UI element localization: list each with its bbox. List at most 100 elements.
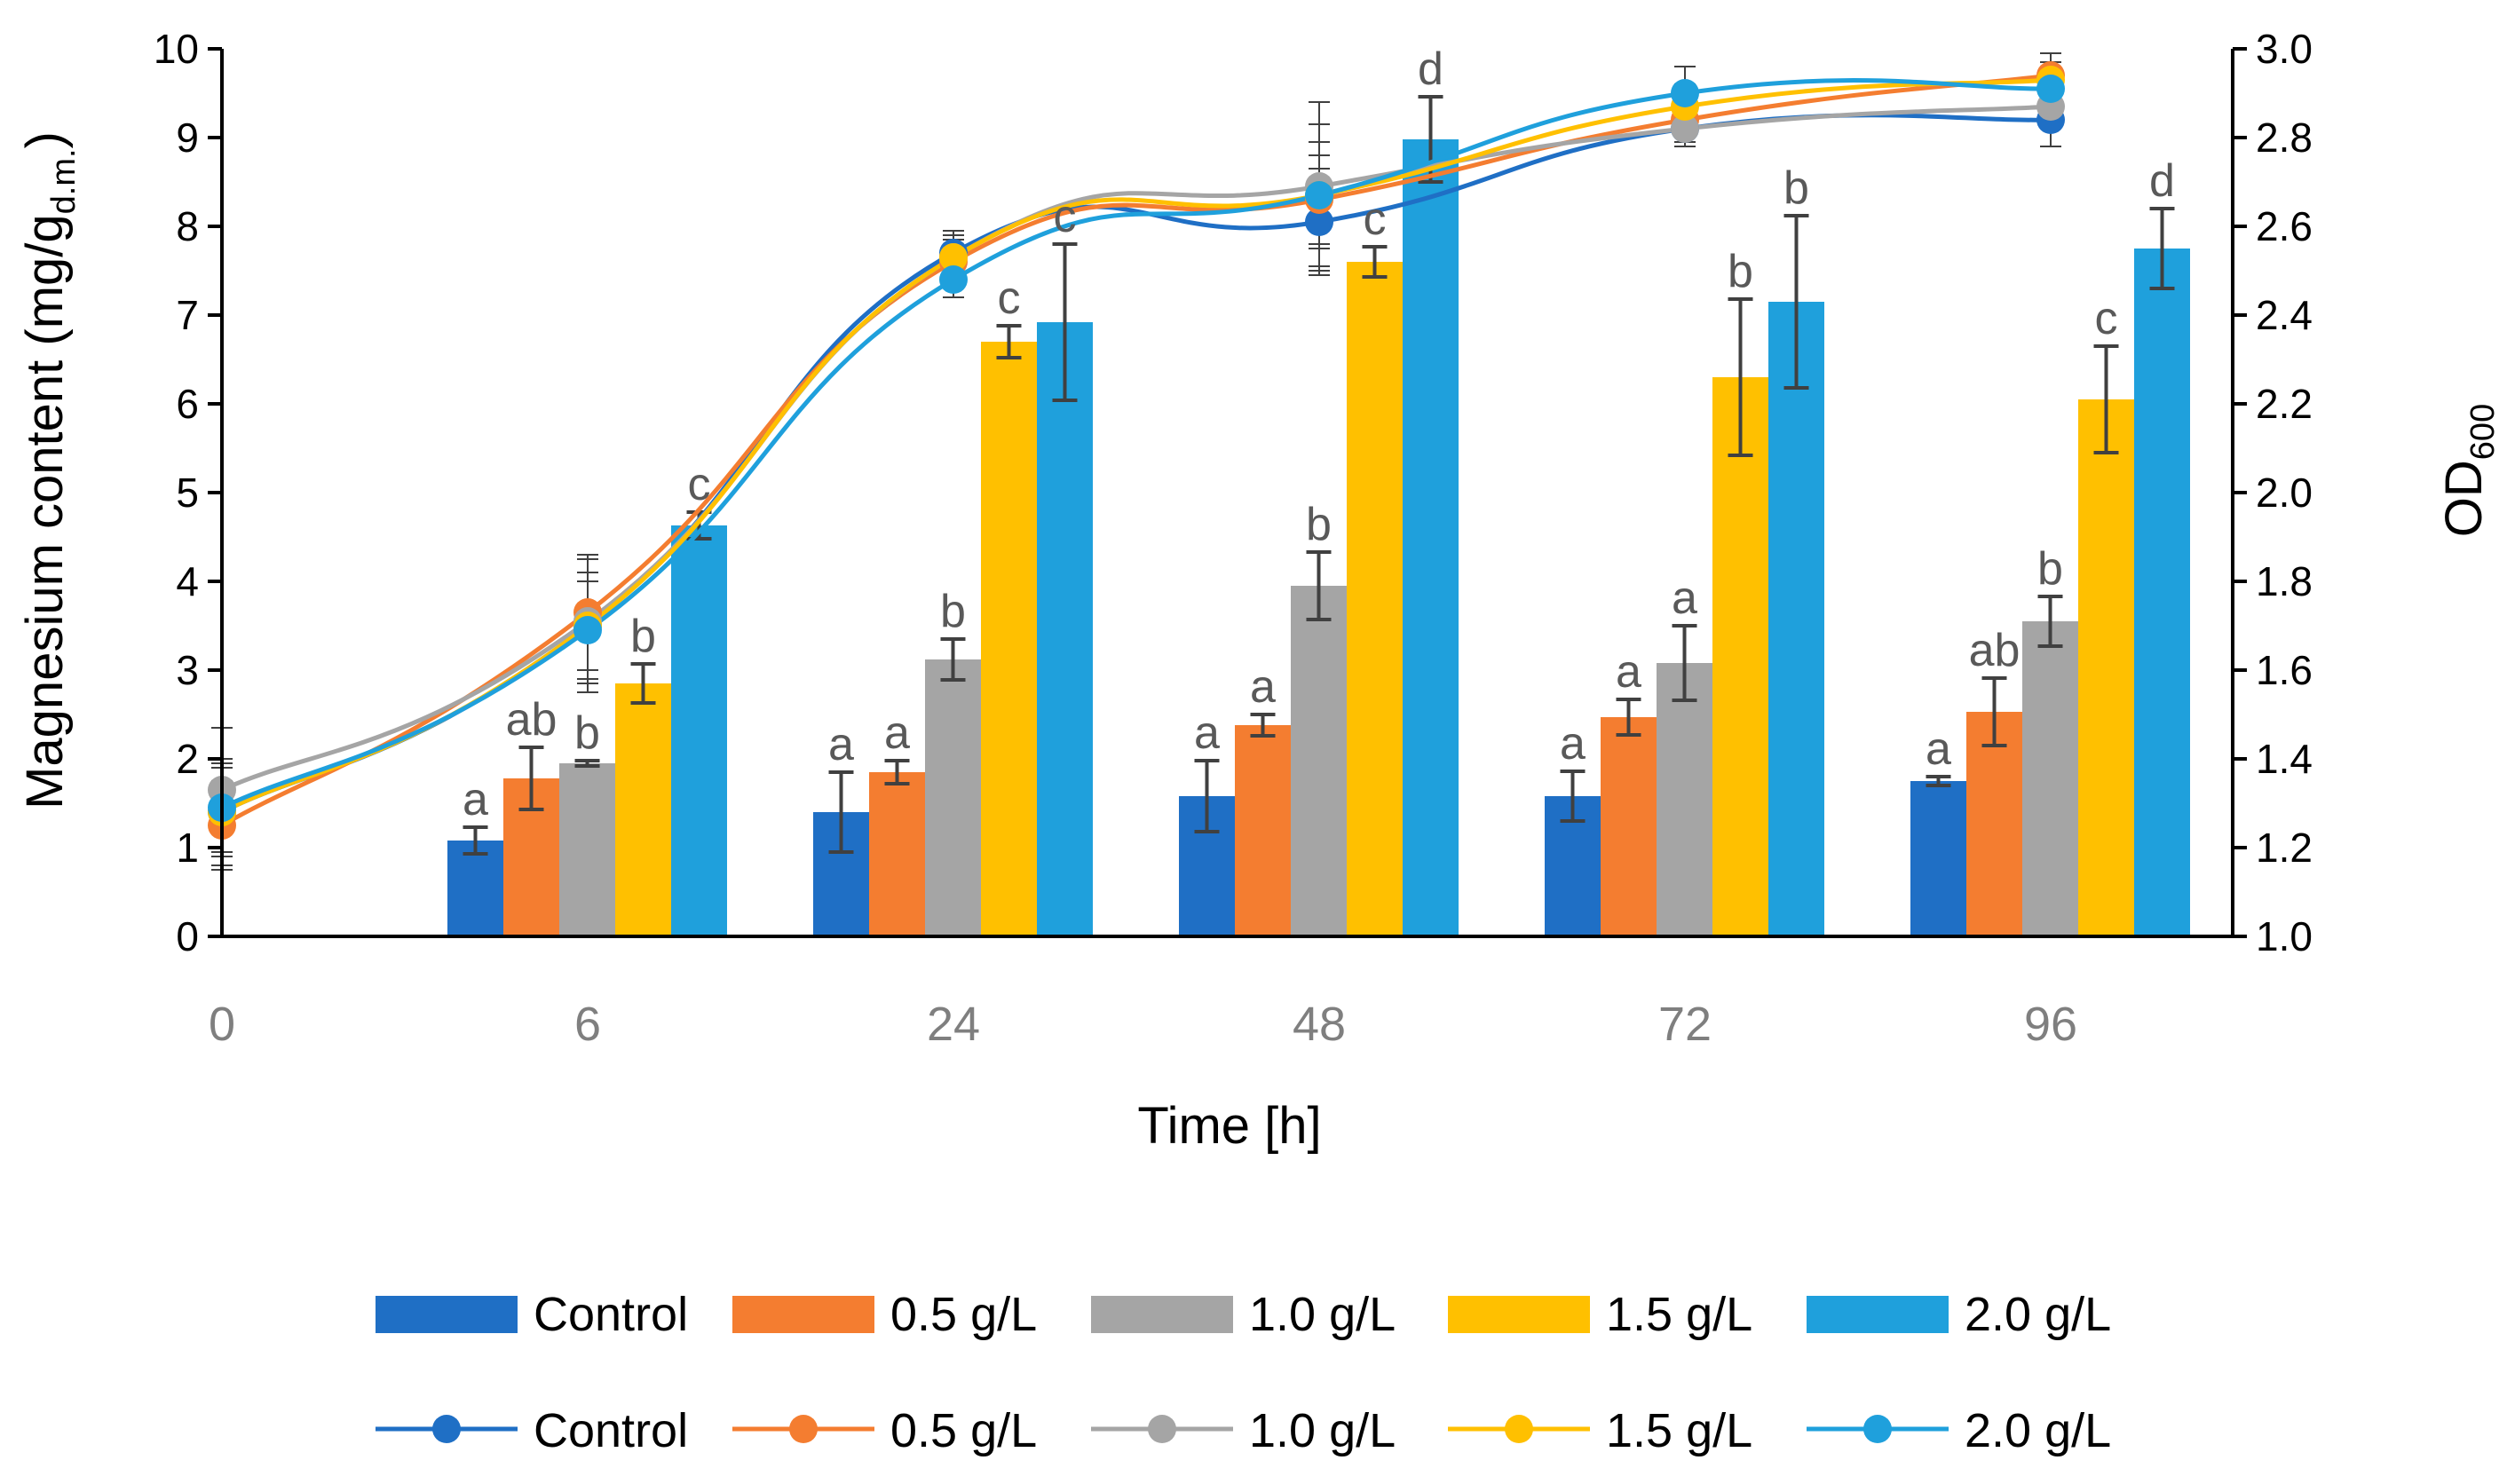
significance-label: ab — [506, 694, 558, 746]
left-tick-label: 1 — [176, 825, 199, 871]
bar-2-5 — [2022, 621, 2078, 936]
legend-line-marker — [1863, 1415, 1892, 1443]
bar-1-4 — [1601, 717, 1657, 936]
legend-line-marker — [432, 1415, 461, 1443]
bar-1-3 — [1235, 725, 1291, 936]
bar-4-1 — [671, 525, 727, 936]
right-tick-label: 1.8 — [2256, 558, 2313, 604]
legend-line-marker — [789, 1415, 818, 1443]
series-line-2 — [220, 104, 2052, 793]
bar-0-5 — [1910, 781, 1966, 936]
x-tick-label: 48 — [1293, 998, 1346, 1051]
x-tick-label: 6 — [574, 998, 601, 1051]
legend-line-label: 0.5 g/L — [890, 1404, 1037, 1457]
left-axis-title-sub: d.m. — [45, 148, 83, 214]
bar-3-4 — [1712, 377, 1768, 936]
right-tick-label: 2.8 — [2256, 114, 2313, 161]
right-axis-title-main: OD — [2435, 460, 2493, 537]
significance-label: a — [884, 707, 910, 759]
bar-2-3 — [1291, 586, 1347, 936]
x-tick-label: 24 — [927, 998, 980, 1051]
significance-label: c — [2095, 293, 2118, 344]
legend-bar-swatch — [1091, 1296, 1233, 1333]
significance-label: b — [2037, 543, 2063, 595]
x-tick-label: 96 — [2024, 998, 2077, 1051]
bar-group — [447, 95, 2190, 936]
bar-1-5 — [1966, 712, 2022, 936]
bar-2-1 — [559, 763, 615, 936]
left-axis-title: Magnesium content (mg/gd.m.) — [16, 131, 83, 809]
legend-bar-swatch — [376, 1296, 518, 1333]
series-line-3 — [220, 77, 2052, 815]
bar-4-5 — [2134, 249, 2190, 936]
right-tick-label: 2.6 — [2256, 203, 2313, 249]
legend-bar-swatch — [732, 1296, 874, 1333]
bar-2-4 — [1657, 663, 1712, 936]
x-tick-label: 0 — [209, 998, 235, 1051]
line-group — [208, 52, 2065, 871]
line-point-4-3 — [1305, 181, 1333, 209]
legend-bar-label: 1.5 g/L — [1606, 1288, 1752, 1341]
series-line-4 — [220, 78, 2052, 810]
right-tick-label: 2.0 — [2256, 470, 2313, 516]
bar-3-2 — [981, 342, 1037, 936]
right-tick-label: 1.2 — [2256, 825, 2313, 871]
legend-line-marker — [1148, 1415, 1176, 1443]
significance-label: a — [1250, 661, 1276, 713]
legend-line-marker — [1505, 1415, 1533, 1443]
legend-line-label: 1.0 g/L — [1249, 1404, 1396, 1457]
left-axis-title-close: ) — [16, 131, 74, 148]
line-point-3-2 — [939, 243, 968, 272]
axes-group: 0 1 2 3 4 5 6 7 8 9 10 1.0 1.2 1.4 1.6 1.8 2.0 2.2 2.4 2.6 2… — [154, 26, 2313, 1051]
left-tick-label: 3 — [176, 647, 199, 693]
bar-2-2 — [925, 659, 981, 936]
right-tick-label: 1.6 — [2256, 647, 2313, 693]
significance-label: a — [1672, 572, 1697, 624]
right-tick-label: 3.0 — [2256, 26, 2313, 72]
x-axis-title: Time [h] — [1137, 1097, 1321, 1155]
significance-label: b — [1728, 246, 1753, 297]
left-axis-title-main: Magnesium content (mg/g — [16, 214, 74, 809]
significance-label: a — [1616, 646, 1641, 698]
bar-4-3 — [1403, 139, 1459, 936]
left-tick-label: 5 — [176, 470, 199, 516]
right-axis-title: OD600 — [2435, 404, 2499, 537]
bar-4-4 — [1768, 302, 1824, 936]
line-point-4-1 — [573, 616, 602, 644]
bar-3-3 — [1347, 262, 1403, 936]
line-point-4-2 — [939, 265, 968, 294]
significance-label: b — [1783, 162, 1809, 214]
right-axis-title-sub: 600 — [2464, 404, 2499, 460]
right-tick-label: 2.4 — [2256, 292, 2313, 338]
significance-label: a — [463, 774, 488, 825]
line-point-4-5 — [2036, 75, 2065, 103]
significance-label: b — [940, 586, 966, 637]
significance-label: a — [828, 719, 854, 770]
left-tick-label: 7 — [176, 292, 199, 338]
left-tick-label: 9 — [176, 114, 199, 161]
bar-3-1 — [615, 683, 671, 936]
legend-bar-label: 0.5 g/L — [890, 1288, 1037, 1341]
significance-label: d — [1418, 43, 1443, 95]
legend-bar-label: Control — [534, 1288, 688, 1341]
line-point-0-3 — [1305, 208, 1333, 236]
significance-label: b — [1306, 499, 1332, 550]
left-tick-label: 2 — [176, 736, 199, 782]
significance-label: a — [1194, 707, 1220, 759]
left-tick-label: 8 — [176, 203, 199, 249]
bar-0-1 — [447, 841, 503, 936]
legend: Control Control 0.5 g/L 0.5 g/L 1.0 g/L 1.0 g… — [376, 1288, 2111, 1457]
legend-bar-label: 1.0 g/L — [1249, 1288, 1396, 1341]
bar-3-5 — [2078, 399, 2134, 936]
bar-4-2 — [1037, 322, 1093, 936]
left-tick-label: 0 — [176, 913, 199, 959]
line-point-4-4 — [1671, 79, 1699, 107]
x-tick-label: 72 — [1658, 998, 1712, 1051]
significance-label: a — [1560, 718, 1586, 770]
bar-1-2 — [869, 772, 925, 936]
line-point-2-4 — [1671, 114, 1699, 143]
significance-label: b — [574, 707, 600, 759]
significance-label: b — [630, 611, 656, 662]
